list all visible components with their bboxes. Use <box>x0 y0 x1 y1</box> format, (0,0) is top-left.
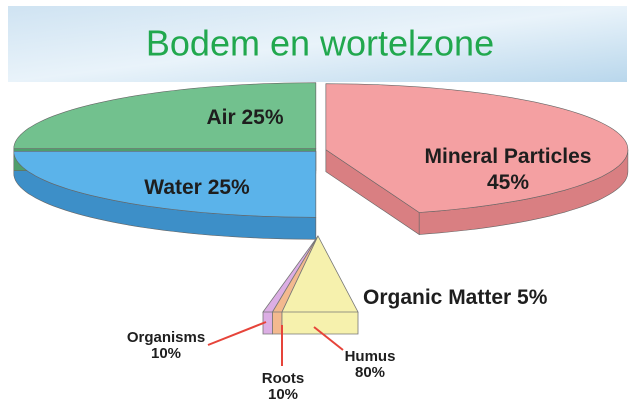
value-label: 80% <box>345 365 396 381</box>
value-label: 10% <box>262 387 305 401</box>
category-label: Air <box>206 106 235 129</box>
value-label: 10% <box>127 346 205 362</box>
pyramid <box>263 236 358 334</box>
value-label: 25% <box>208 176 250 199</box>
category-label: Mineral Particles <box>425 145 592 168</box>
category-label: Water <box>144 176 202 199</box>
slice-label: Mineral Particles 45% <box>423 144 593 196</box>
leader-line <box>208 322 266 345</box>
slice-label: Organic Matter 5% <box>363 285 547 311</box>
value-label: 5% <box>517 286 547 309</box>
slice-label: Air 25% <box>206 105 283 131</box>
category-label: Humus <box>345 349 396 365</box>
category-label: Organisms <box>127 330 205 346</box>
category-label: Roots <box>262 371 305 387</box>
slice-label: Water 25% <box>144 175 249 201</box>
chart-title: Bodem en wortelzone <box>146 23 494 64</box>
value-label: 45% <box>487 171 529 194</box>
page: Bodem en wortelzone Air 25% Water 25% Mi… <box>0 0 635 401</box>
value-label: 25% <box>242 106 284 129</box>
chart: Bodem en wortelzone <box>0 0 635 401</box>
category-label: Organic Matter <box>363 286 511 309</box>
